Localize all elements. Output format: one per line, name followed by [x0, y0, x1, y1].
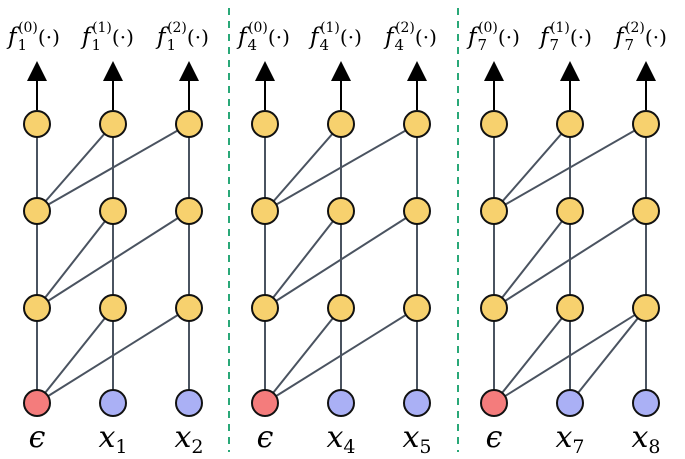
cross-edge: [493, 307, 571, 404]
epsilon-node: [251, 389, 279, 417]
cross-edge: [493, 210, 571, 309]
hidden-node: [99, 110, 127, 138]
input-node: [327, 389, 355, 417]
cross-edge: [264, 210, 342, 309]
hidden-node: [23, 110, 51, 138]
cross-edge: [264, 123, 342, 212]
input-label: x8: [631, 420, 660, 458]
cross-edge: [36, 307, 114, 404]
output-label: f1(2)(·): [155, 20, 209, 54]
cross-edge: [264, 307, 418, 404]
panel-dividers: [228, 8, 459, 452]
output-label: f7(1)(·): [538, 20, 592, 54]
epsilon-label: ϵ: [29, 420, 46, 455]
hidden-node: [175, 110, 203, 138]
cross-edge: [264, 210, 418, 309]
hidden-node: [556, 197, 584, 225]
hidden-node: [327, 294, 355, 322]
hidden-node: [480, 110, 508, 138]
hidden-node: [480, 197, 508, 225]
input-node: [403, 389, 431, 417]
hidden-node: [327, 197, 355, 225]
hidden-node: [251, 294, 279, 322]
hidden-node: [175, 294, 203, 322]
input-node: [556, 389, 584, 417]
input-label: x5: [402, 420, 431, 458]
hidden-node: [23, 197, 51, 225]
input-node: [175, 389, 203, 417]
hidden-node: [251, 110, 279, 138]
epsilon-label: ϵ: [257, 420, 274, 455]
hidden-node: [632, 110, 660, 138]
cross-edge: [36, 123, 190, 212]
cross-edge: [493, 210, 647, 309]
labels: f1(0)(·) f1(1)(·) f1(2)(·) ϵ x1 x2 f4(0)(·) f4(…: [6, 20, 667, 458]
output-label: f1(1)(·): [80, 20, 134, 54]
cross-edge: [36, 210, 190, 309]
cross-edge: [493, 123, 647, 212]
hidden-node: [403, 197, 431, 225]
hidden-node: [99, 294, 127, 322]
hidden-node: [403, 110, 431, 138]
cross-edge: [36, 123, 114, 212]
hidden-node: [23, 294, 51, 322]
output-label: f7(2)(·): [613, 20, 667, 54]
hidden-node: [251, 197, 279, 225]
hidden-node: [632, 197, 660, 225]
output-label: f4(0)(·): [236, 20, 290, 54]
hidden-node: [403, 294, 431, 322]
nodes: [23, 110, 660, 417]
input-label: x7: [555, 420, 584, 458]
output-arrows: [27, 61, 656, 110]
edges: [36, 123, 647, 404]
cross-edge: [569, 307, 647, 404]
cross-edge: [264, 123, 418, 212]
input-node: [99, 389, 127, 417]
input-label: x4: [326, 420, 355, 458]
input-label: x2: [174, 420, 203, 458]
hidden-node: [480, 294, 508, 322]
epsilon-node: [480, 389, 508, 417]
hidden-node: [556, 294, 584, 322]
hidden-node: [175, 197, 203, 225]
output-label: f4(1)(·): [308, 20, 362, 54]
epsilon-label: ϵ: [486, 420, 503, 455]
output-label: f1(0)(·): [6, 20, 60, 54]
epsilon-node: [23, 389, 51, 417]
hidden-node: [99, 197, 127, 225]
hidden-node: [556, 110, 584, 138]
output-label: f7(0)(·): [466, 20, 520, 54]
hidden-node: [632, 294, 660, 322]
cross-edge: [493, 123, 571, 212]
cross-edge: [36, 210, 114, 309]
output-label: f4(2)(·): [383, 20, 437, 54]
cross-edge: [264, 307, 342, 404]
cross-edge: [36, 307, 190, 404]
input-label: x1: [98, 420, 127, 458]
input-node: [632, 389, 660, 417]
hidden-node: [327, 110, 355, 138]
cross-edge: [493, 307, 647, 404]
